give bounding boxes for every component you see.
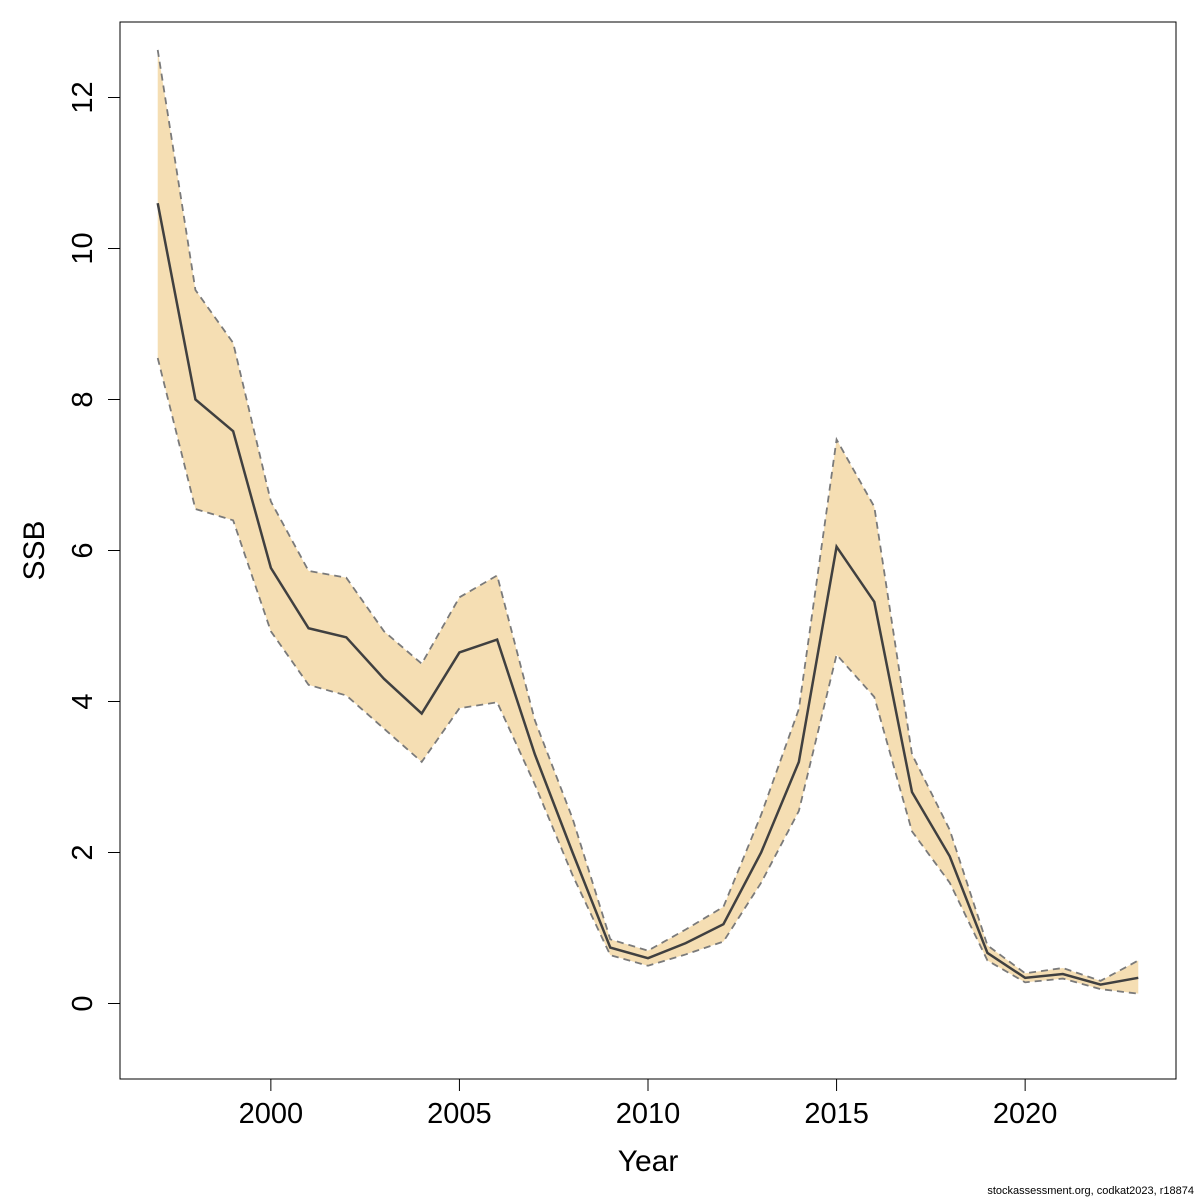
y-axis: 0 2 4 6 8 10 12 [67,81,121,1012]
y-tick-label: 6 [67,542,99,558]
footer-credit: stockassessment.org, codkat2023, r18874 [987,1185,1194,1197]
ssb-estimate-line [156,202,1139,986]
y-tick-label: 8 [67,391,99,407]
x-axis-title: Year [618,1145,679,1178]
x-tick-label: 2010 [616,1098,681,1130]
x-axis: 2000 2005 2010 2015 2020 [239,1078,1058,1130]
y-axis-title: SSB [18,520,51,580]
confidence-band-layer [157,49,1139,994]
y-tick-label: 4 [67,693,99,709]
x-tick-label: 2005 [427,1098,492,1130]
y-tick-label: 2 [67,844,99,860]
lower-bound-line [156,357,1139,995]
upper-bound-line [156,49,1139,982]
y-tick-label: 0 [67,995,99,1011]
x-tick-label: 2000 [239,1098,304,1130]
x-tick-label: 2020 [993,1098,1058,1130]
y-tick-label: 12 [67,81,99,113]
series-line-layer [156,49,1139,995]
y-tick-label: 10 [67,232,99,264]
confidence-band [157,49,1139,994]
x-tick-label: 2015 [804,1098,869,1130]
